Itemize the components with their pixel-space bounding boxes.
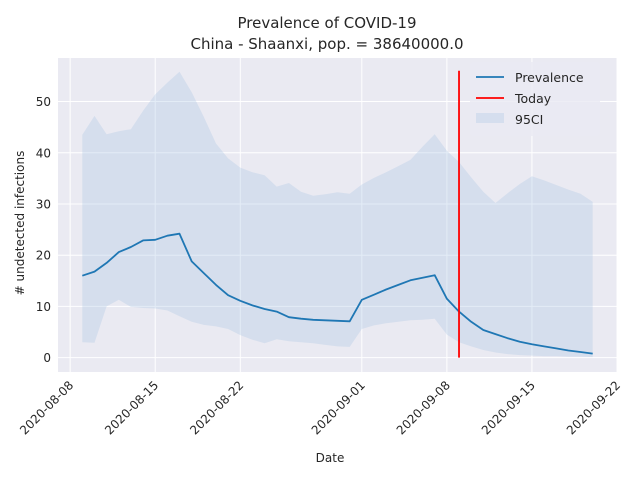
y-tick-label: 40 [36, 146, 51, 160]
ci-band [82, 71, 593, 358]
legend-swatch-95ci [476, 113, 504, 123]
series-line-layer [82, 70, 593, 358]
y-tick-label: 10 [36, 300, 51, 314]
y-tick-label: 30 [36, 197, 51, 211]
legend-label-95ci: 95CI [515, 112, 543, 127]
y-tick-label: 20 [36, 249, 51, 263]
legend: Prevalence Today 95CI [470, 62, 600, 136]
chart-title: Prevalence of COVID-19 [237, 14, 416, 32]
chart-subtitle: China - Shaanxi, pop. = 38640000.0 [190, 35, 463, 53]
legend-frame [470, 62, 600, 136]
legend-label-prevalence: Prevalence [515, 70, 584, 85]
ci-band-layer [82, 71, 593, 358]
grid-lines [58, 58, 618, 372]
y-tick-label: 0 [43, 351, 51, 365]
legend-label-today: Today [514, 91, 552, 106]
y-axis-label: # undetected infections [13, 151, 27, 296]
x-axis-label: Date [316, 451, 345, 465]
prevalence-line [82, 232, 593, 355]
y-tick-label: 50 [36, 95, 51, 109]
